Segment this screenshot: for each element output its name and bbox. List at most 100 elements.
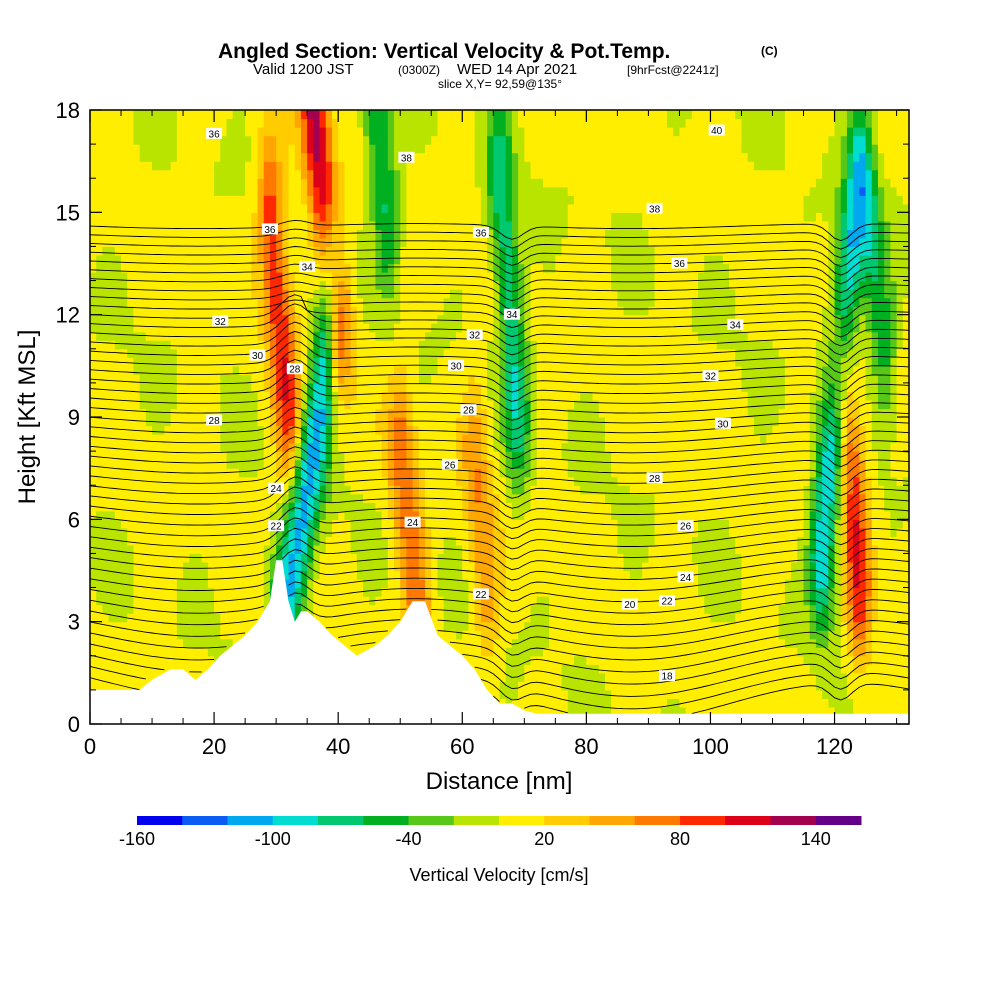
velocity-cell <box>431 596 439 606</box>
velocity-cell <box>251 186 259 196</box>
velocity-cell <box>375 493 383 503</box>
velocity-cell <box>133 664 141 674</box>
velocity-cell <box>96 596 103 606</box>
velocity-cell <box>425 604 432 614</box>
velocity-cell <box>338 374 345 384</box>
velocity-cell <box>189 561 197 572</box>
velocity-cell <box>394 459 401 469</box>
velocity-cell <box>499 698 507 708</box>
velocity-cell <box>269 135 277 145</box>
velocity-cell <box>449 331 457 341</box>
velocity-cell <box>232 357 240 367</box>
velocity-cell <box>176 425 184 435</box>
velocity-cell <box>331 161 339 171</box>
velocity-cell <box>356 357 364 367</box>
velocity-cell <box>238 229 246 239</box>
velocity-cell <box>288 229 296 239</box>
velocity-cell <box>245 186 252 196</box>
velocity-cell <box>158 510 166 520</box>
velocity-cell <box>288 442 296 452</box>
velocity-cell <box>164 229 172 239</box>
velocity-cell <box>152 186 159 196</box>
velocity-cell <box>176 272 184 282</box>
velocity-cell <box>96 229 103 239</box>
velocity-cell <box>282 280 290 290</box>
velocity-cell <box>114 587 122 597</box>
velocity-cell <box>269 561 277 572</box>
velocity-cell <box>127 579 135 589</box>
velocity-cell <box>145 553 153 563</box>
velocity-cell <box>170 340 178 350</box>
velocity-cell <box>356 425 364 435</box>
velocity-cell <box>90 110 97 120</box>
velocity-cell <box>437 382 445 393</box>
velocity-cell <box>139 323 147 333</box>
velocity-cell <box>183 357 190 367</box>
velocity-cell <box>505 510 513 520</box>
velocity-cell <box>319 348 327 358</box>
velocity-cell <box>437 118 445 128</box>
velocity-cell <box>406 229 414 239</box>
velocity-cell <box>394 468 401 478</box>
velocity-cell <box>406 263 414 273</box>
velocity-cell <box>195 195 203 205</box>
velocity-cell <box>96 237 103 248</box>
velocity-cell <box>493 519 501 529</box>
velocity-cell <box>387 280 395 290</box>
velocity-cell <box>480 485 488 495</box>
velocity-cell <box>269 237 277 248</box>
velocity-cell <box>226 570 234 580</box>
velocity-cell <box>288 357 296 367</box>
velocity-cell <box>276 544 283 555</box>
velocity-cell <box>493 399 501 410</box>
velocity-cell <box>505 374 513 384</box>
velocity-cell <box>499 587 507 597</box>
velocity-cell <box>133 348 141 358</box>
velocity-cell <box>214 161 221 171</box>
velocity-cell <box>363 144 370 154</box>
velocity-cell <box>133 357 141 367</box>
velocity-cell <box>369 417 376 427</box>
velocity-cell <box>189 203 197 213</box>
velocity-cell <box>232 127 240 137</box>
velocity-cell <box>499 434 507 444</box>
velocity-cell <box>288 195 296 205</box>
velocity-cell <box>474 459 482 469</box>
velocity-cell <box>400 348 408 358</box>
velocity-cell <box>269 468 277 478</box>
velocity-cell <box>307 587 314 597</box>
velocity-cell <box>468 621 476 631</box>
velocity-cell <box>381 127 389 137</box>
velocity-cell <box>437 527 445 537</box>
velocity-cell <box>214 502 221 512</box>
velocity-cell <box>90 391 97 401</box>
velocity-cell <box>164 417 172 427</box>
velocity-cell <box>375 527 383 537</box>
velocity-cell <box>176 621 184 631</box>
velocity-cell <box>145 357 153 367</box>
velocity-cell <box>220 297 228 307</box>
velocity-cell <box>449 118 457 128</box>
velocity-cell <box>96 681 103 691</box>
velocity-cell <box>381 195 389 205</box>
velocity-cell <box>338 306 345 316</box>
velocity-cell <box>232 382 240 393</box>
velocity-cell <box>381 630 389 640</box>
velocity-cell <box>462 596 470 606</box>
velocity-cell <box>331 314 339 324</box>
velocity-cell <box>114 596 122 606</box>
velocity-cell <box>462 195 470 205</box>
velocity-cell <box>511 229 519 239</box>
velocity-cell <box>511 638 519 648</box>
velocity-cell <box>300 485 308 495</box>
velocity-cell <box>400 587 408 597</box>
velocity-cell <box>251 391 259 401</box>
velocity-cell <box>145 195 153 205</box>
velocity-cell <box>269 570 277 580</box>
velocity-cell <box>394 212 401 222</box>
velocity-cell <box>294 434 302 444</box>
velocity-cell <box>418 254 426 265</box>
velocity-cell <box>468 203 476 213</box>
velocity-cell <box>207 425 215 435</box>
velocity-cell <box>474 544 482 555</box>
